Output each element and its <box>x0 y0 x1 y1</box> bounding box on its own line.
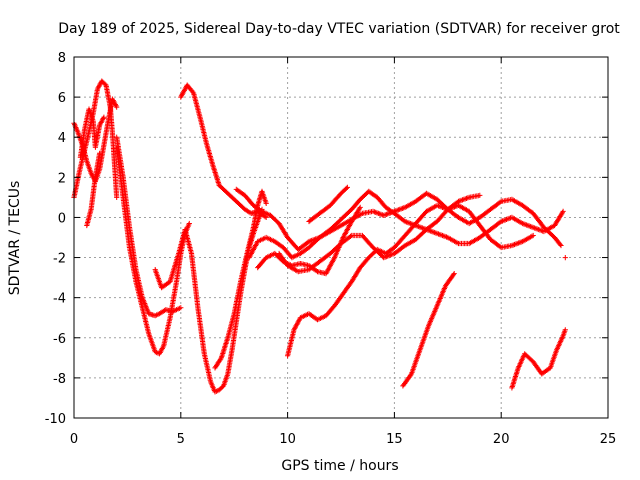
y-axis-label: SDTVAR / TECUs <box>7 181 23 296</box>
plus-markers <box>509 327 568 391</box>
y-tick-label: 8 <box>58 51 66 66</box>
x-tick-label: 25 <box>600 432 617 447</box>
x-tick-label: 0 <box>70 432 78 447</box>
series-track-9 <box>212 188 269 371</box>
series-track-6 <box>114 144 192 357</box>
y-tick-label: -2 <box>53 252 66 267</box>
y-tick-label: 4 <box>58 131 66 146</box>
plus-markers <box>114 144 192 357</box>
plus-markers <box>233 186 564 253</box>
y-tick-label: -4 <box>53 292 66 307</box>
series-track-15 <box>306 184 350 225</box>
y-tick-label: 0 <box>58 211 66 226</box>
series-track-10 <box>233 186 564 253</box>
series-track-16 <box>400 271 457 389</box>
plus-markers <box>400 271 457 389</box>
series-track-3 <box>77 106 107 160</box>
plus-markers <box>212 188 269 371</box>
y-tick-label: 2 <box>58 171 66 186</box>
plus-markers <box>562 255 568 261</box>
x-tick-label: 5 <box>177 432 185 447</box>
plus-markers <box>77 106 107 160</box>
plot-frame <box>73 56 609 419</box>
y-tick-label: -10 <box>45 412 66 427</box>
y-tick-label: 6 <box>58 91 66 106</box>
x-tick-label: 10 <box>279 432 296 447</box>
plus-markers <box>306 184 350 225</box>
y-tick-label: -6 <box>53 332 66 347</box>
series-track-17 <box>509 327 568 391</box>
plus-markers <box>178 82 269 220</box>
x-tick-label: 20 <box>493 432 510 447</box>
x-tick-label: 15 <box>386 432 403 447</box>
x-axis-label: GPS time / hours <box>281 458 398 474</box>
series-track-8 <box>178 82 269 220</box>
plus-markers <box>285 192 483 359</box>
series-track-14 <box>285 192 483 359</box>
y-tick-label: -8 <box>53 372 66 387</box>
axis-ticks: 0 5 10 15 20 25 -10 -8 -6 -4 -2 0 2 4 6 8 <box>45 51 617 447</box>
chart-title: Day 189 of 2025, Sidereal Day-to-day VTE… <box>58 21 620 37</box>
plus-markers <box>84 150 103 229</box>
series-track-18 <box>562 255 568 261</box>
series-track-4 <box>84 150 103 229</box>
